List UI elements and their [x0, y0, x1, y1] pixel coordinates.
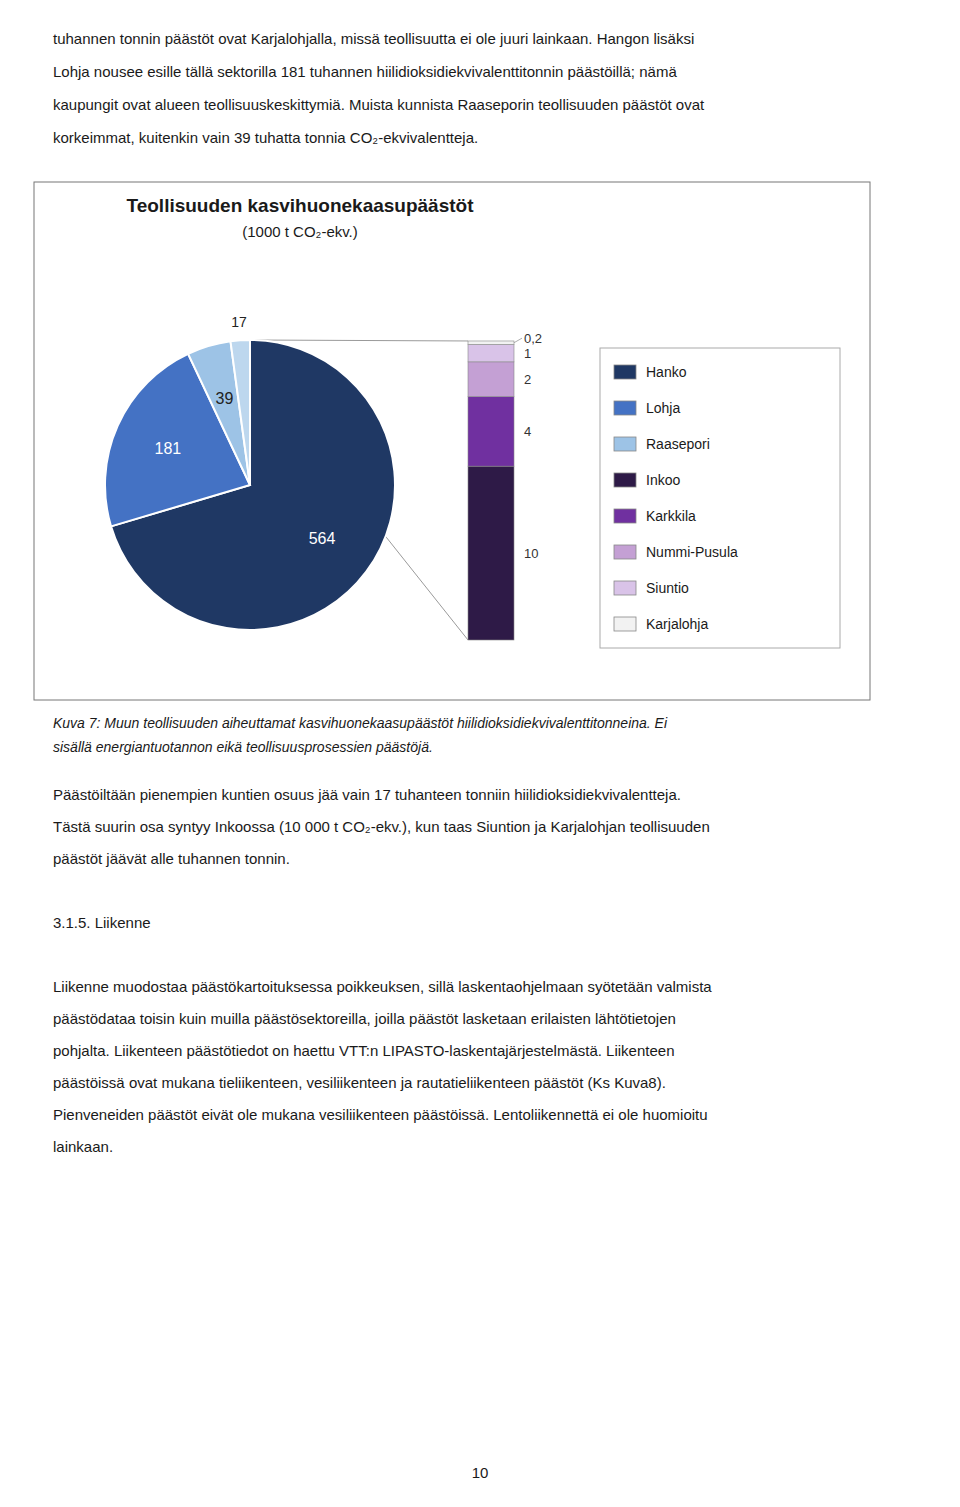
body-text: 3.1.5. Liikenne	[53, 914, 151, 931]
bar-segment	[468, 397, 514, 467]
bar-segment	[468, 466, 514, 640]
legend-swatch	[614, 365, 636, 379]
page-number: 10	[472, 1464, 489, 1481]
legend-swatch	[614, 581, 636, 595]
body-text: korkeimmat, kuitenkin vain 39 tuhatta to…	[53, 129, 478, 146]
legend-swatch	[614, 401, 636, 415]
pie-label: 181	[155, 440, 182, 457]
body-text: pohjalta. Liikenteen päästötiedot on hae…	[53, 1042, 675, 1059]
legend-label: Siuntio	[646, 580, 689, 596]
pie	[105, 340, 395, 630]
bar-segment	[468, 344, 514, 361]
chart-subtitle: (1000 t CO₂-ekv.)	[242, 223, 358, 240]
legend-swatch	[614, 437, 636, 451]
legend-label: Nummi-Pusula	[646, 544, 738, 560]
body-text: tuhannen tonnin päästöt ovat Karjalohjal…	[53, 30, 694, 47]
legend-frame	[600, 348, 840, 648]
page: tuhannen tonnin päästöt ovat Karjalohjal…	[0, 0, 960, 1507]
caption-text: Kuva 7: Muun teollisuuden aiheuttamat ka…	[53, 715, 668, 731]
body-text: kaupungit ovat alueen teollisuuskeskitty…	[53, 96, 705, 113]
legend-swatch	[614, 617, 636, 631]
body-text: Liikenne muodostaa päästökartoituksessa …	[53, 978, 712, 995]
chart-title: Teollisuuden kasvihuonekaasupäästöt	[126, 195, 474, 216]
bar-label: 4	[524, 424, 531, 439]
legend-label: Lohja	[646, 400, 680, 416]
body-text: Päästöiltään pienempien kuntien osuus jä…	[53, 786, 681, 803]
body-text: päästöt jäävät alle tuhannen tonnin.	[53, 850, 290, 867]
stacked-bar	[468, 341, 514, 640]
legend-label: Karkkila	[646, 508, 696, 524]
connector-line	[250, 340, 468, 342]
caption: Kuva 7: Muun teollisuuden aiheuttamat ka…	[53, 715, 668, 755]
bar-label: 0,2	[524, 331, 542, 346]
text-below: Päästöiltään pienempien kuntien osuus jä…	[53, 786, 712, 1155]
caption-text: sisällä energiantuotannon eikä teollisuu…	[53, 739, 433, 755]
body-text: Tästä suurin osa syntyy Inkoossa (10 000…	[53, 818, 710, 835]
legend: Hanko Lohja Raasepori Inkoo Karkkila Nummi-Pu…	[600, 348, 840, 648]
pie-label: 564	[309, 530, 336, 547]
body-text: Pienveneiden päästöt eivät ole mukana ve…	[53, 1106, 708, 1123]
legend-label: Raasepori	[646, 436, 710, 452]
bar-label: 1	[524, 346, 531, 361]
bar-labels: 10 4 2 10,2	[514, 331, 542, 561]
chart-frame	[34, 182, 870, 700]
legend-label: Hanko	[646, 364, 687, 380]
body-text: lainkaan.	[53, 1138, 113, 1155]
body-text: Lohja nousee esille tällä sektorilla 181…	[53, 63, 677, 80]
bar-segment	[468, 341, 514, 344]
bar-label: 10	[524, 546, 538, 561]
pie-labels: 564 181 39 17	[155, 314, 336, 548]
legend-swatch	[614, 473, 636, 487]
background	[0, 0, 960, 1507]
bar-label: 2	[524, 372, 531, 387]
legend-label: Inkoo	[646, 472, 680, 488]
body-text: päästödataa toisin kuin muilla päästösek…	[53, 1010, 676, 1027]
legend-swatch	[614, 509, 636, 523]
pie-slice	[231, 340, 250, 485]
body-text: päästöissä ovat mukana tieliikenteen, ve…	[53, 1074, 666, 1091]
pie-label: 17	[231, 314, 247, 330]
pie-label: 39	[216, 390, 234, 407]
label-leader	[514, 338, 522, 343]
legend-swatch	[614, 545, 636, 559]
bar-segment	[468, 362, 514, 397]
legend-label: Karjalohja	[646, 616, 708, 632]
text-above: tuhannen tonnin päästöt ovat Karjalohjal…	[53, 30, 705, 146]
